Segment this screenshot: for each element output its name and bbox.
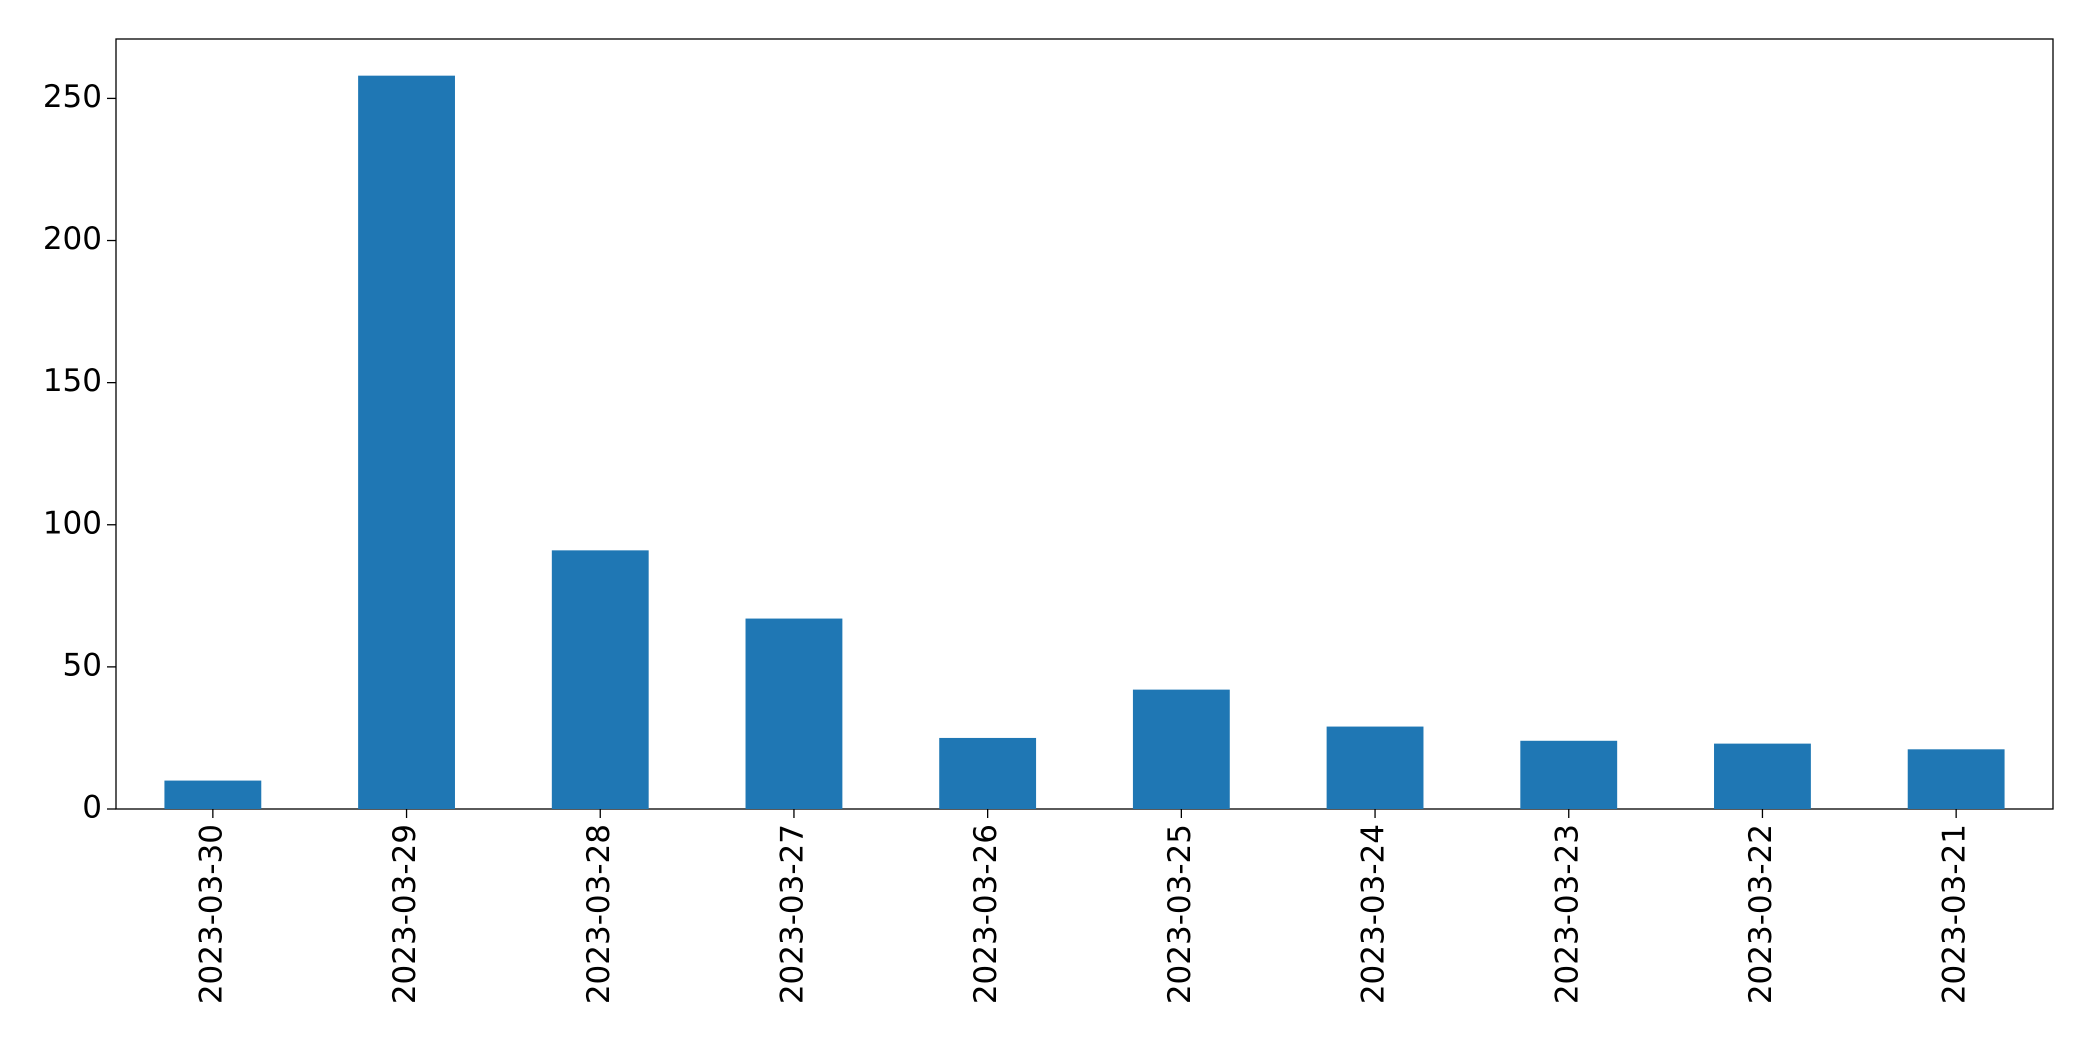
y-tick-label: 150 (43, 363, 102, 399)
y-tick-label: 100 (43, 505, 102, 541)
x-tick-label: 2023-03-28 (581, 824, 617, 1004)
bar (939, 737, 1037, 809)
bar (1520, 740, 1618, 809)
y-tick-label: 200 (43, 221, 102, 257)
x-tick-label: 2023-03-24 (1356, 824, 1392, 1004)
y-tick-label: 250 (43, 79, 102, 115)
x-tick-label: 2023-03-25 (1162, 824, 1198, 1004)
x-tick-label: 2023-03-29 (387, 824, 423, 1004)
bar (164, 780, 262, 809)
x-tick-label: 2023-03-26 (968, 824, 1004, 1004)
x-tick-label: 2023-03-30 (193, 824, 229, 1004)
x-tick-label: 2023-03-23 (1549, 824, 1585, 1004)
bar (1132, 689, 1230, 809)
axes-frame (115, 38, 2054, 810)
x-tick-label: 2023-03-27 (774, 824, 810, 1004)
bar (1714, 743, 1811, 809)
bar (1907, 749, 2005, 809)
y-tick-label: 50 (63, 647, 102, 683)
x-tick-label: 2023-03-21 (1937, 824, 1973, 1004)
y-tick-label: 0 (82, 790, 102, 826)
bar (551, 550, 649, 809)
bar (358, 75, 455, 809)
bar (745, 618, 843, 809)
x-tick-label: 2023-03-22 (1743, 824, 1779, 1004)
bar (1326, 726, 1424, 809)
